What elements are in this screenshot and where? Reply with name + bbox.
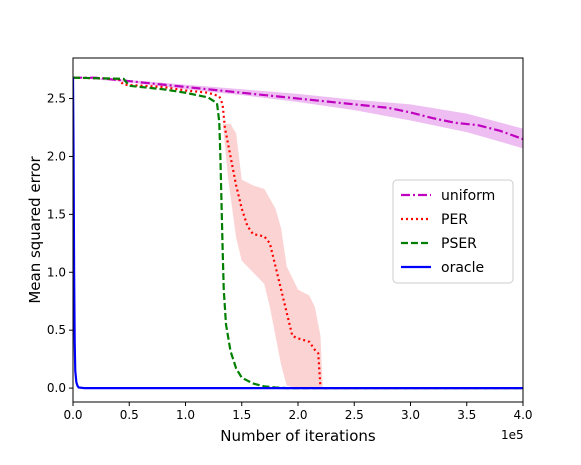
x-tick-label: 0.0 — [63, 408, 82, 422]
x-tick-label: 0.5 — [120, 408, 139, 422]
y-axis-label: Mean squared error — [26, 155, 44, 303]
x-tick-label: 1.5 — [232, 408, 251, 422]
x-tick-label: 1.0 — [176, 408, 195, 422]
y-tick-label: 1.0 — [47, 265, 66, 279]
confidence-bands — [73, 76, 523, 389]
series-lines — [73, 76, 523, 390]
y-tick-label: 2.0 — [47, 149, 66, 163]
x-axis: 0.0 0.5 1.0 1.5 2.0 2.5 3.0 3.5 4.0 — [63, 402, 533, 422]
x-offset-label: 1e5 — [501, 428, 524, 442]
y-tick-label: 2.5 — [47, 92, 66, 106]
legend-box — [392, 179, 514, 284]
series-line-uniform — [73, 76, 523, 141]
x-tick-label: 4.0 — [513, 408, 532, 422]
x-tick-label: 3.5 — [457, 408, 476, 422]
y-tick-label: 0.0 — [47, 381, 66, 395]
legend: uniform PER PSER oracle — [392, 179, 514, 284]
x-tick-label: 2.5 — [345, 408, 364, 422]
y-axis: 0.0 0.5 1.0 1.5 2.0 2.5 — [47, 92, 73, 395]
legend-label-per: PER — [441, 212, 468, 228]
band-uniform — [73, 76, 523, 149]
x-tick-label: 2.0 — [288, 408, 307, 422]
legend-label-oracle: oracle — [441, 260, 484, 276]
band-per — [219, 96, 323, 389]
y-tick-label: 0.5 — [47, 323, 66, 337]
legend-label-uniform: uniform — [441, 188, 495, 204]
series-line-oracle — [73, 77, 523, 390]
legend-label-pser: PSER — [441, 236, 477, 252]
y-tick-label: 1.5 — [47, 207, 66, 221]
x-tick-label: 3.0 — [401, 408, 420, 422]
x-axis-label: Number of iterations — [220, 427, 376, 445]
series-line-pser — [73, 76, 523, 390]
